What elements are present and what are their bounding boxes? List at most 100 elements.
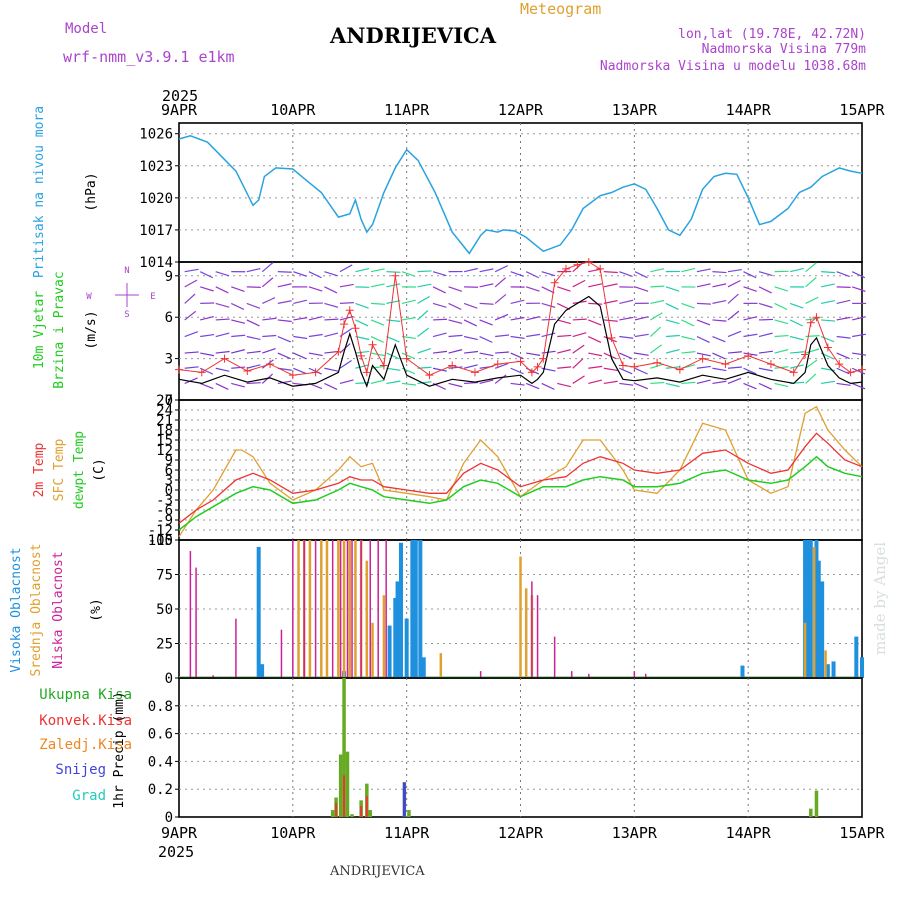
gust-marker bbox=[806, 318, 815, 327]
wind-barb bbox=[665, 334, 680, 338]
wind-barb bbox=[541, 302, 556, 308]
wind-barb bbox=[262, 317, 277, 321]
wind-barb bbox=[494, 374, 507, 384]
cloud-bar bbox=[393, 597, 398, 678]
wind-barb bbox=[231, 319, 245, 324]
gust-marker bbox=[425, 371, 434, 380]
y-tick-label: -12 bbox=[148, 523, 173, 539]
compass-letter: N bbox=[124, 266, 129, 276]
y-tick-label: 0 bbox=[165, 483, 173, 499]
gust-marker bbox=[539, 354, 548, 363]
panel-frame bbox=[178, 122, 863, 263]
gust-marker bbox=[630, 362, 639, 371]
legend-freezing-rain: Zaledj.Kisa bbox=[39, 737, 132, 753]
wind-barb bbox=[759, 318, 774, 321]
wind-barb bbox=[836, 316, 851, 321]
cloud-bar bbox=[308, 540, 312, 678]
wind-barb bbox=[774, 382, 789, 388]
cloud-bar bbox=[337, 540, 340, 678]
wind-barb bbox=[386, 352, 400, 360]
cloud-bar bbox=[189, 551, 192, 678]
precip-bar bbox=[350, 814, 354, 817]
wind-barb bbox=[696, 352, 711, 357]
wind-barb bbox=[339, 264, 353, 273]
gust-marker bbox=[766, 360, 775, 369]
wind-barb bbox=[588, 379, 603, 385]
wind-barb bbox=[789, 267, 804, 273]
y-tick-label: 25 bbox=[156, 637, 173, 653]
wind-barb bbox=[634, 352, 649, 356]
wind-barb bbox=[386, 300, 401, 304]
cloud-bar bbox=[812, 546, 816, 678]
gust-marker bbox=[197, 368, 206, 377]
wind-barb bbox=[852, 316, 866, 321]
cloud-bar bbox=[854, 636, 859, 678]
wind-barb bbox=[324, 382, 338, 390]
wind-barb bbox=[712, 283, 727, 288]
cloud-bar bbox=[816, 560, 821, 678]
wind-barb bbox=[665, 302, 679, 311]
wind-barb bbox=[727, 310, 740, 321]
y-tick-label: 0.6 bbox=[148, 727, 173, 743]
panel-frame bbox=[178, 677, 863, 818]
cloud-bar bbox=[331, 540, 334, 678]
gust-marker bbox=[243, 367, 252, 376]
wind-barb bbox=[293, 352, 307, 360]
cloud-bar bbox=[365, 560, 369, 678]
wind-barb bbox=[789, 335, 804, 341]
wind-barb bbox=[557, 382, 571, 388]
wind-barb bbox=[603, 319, 618, 322]
wind-barb bbox=[246, 382, 261, 385]
wind-barb bbox=[851, 286, 866, 292]
wind-barb bbox=[293, 335, 308, 340]
wind-barb bbox=[681, 319, 695, 327]
y-tick-label: 9 bbox=[165, 269, 173, 285]
wind-barb bbox=[557, 366, 572, 369]
wind-barb bbox=[215, 302, 230, 308]
date-label-top: 14APR bbox=[726, 101, 772, 119]
cloud-bar bbox=[808, 540, 813, 678]
elevation-label: Nadmorska Visina 779m bbox=[702, 42, 867, 57]
wind-barb bbox=[308, 286, 323, 292]
wind-barb bbox=[199, 367, 214, 375]
temp2m-title: 2m Temp bbox=[32, 442, 47, 497]
wind-barb bbox=[370, 283, 385, 288]
wind-barb bbox=[789, 319, 803, 327]
gust-marker bbox=[266, 360, 275, 369]
wind-title-1: 10m Vjetar bbox=[32, 291, 47, 369]
date-label-bottom: 13APR bbox=[612, 824, 658, 842]
wind-barb bbox=[649, 326, 662, 337]
wind-barb bbox=[184, 293, 196, 304]
precip-unit: 1hr Precip (mm) bbox=[112, 691, 127, 808]
gust-marker bbox=[675, 365, 684, 374]
wind-barb bbox=[619, 352, 633, 360]
wind-barb bbox=[215, 350, 230, 354]
cloud-bar bbox=[292, 540, 294, 678]
wind-barb bbox=[200, 333, 215, 338]
wind-barb bbox=[650, 344, 663, 354]
wind-barb bbox=[184, 351, 199, 354]
cloud-bar bbox=[825, 664, 830, 678]
gust-marker bbox=[527, 368, 536, 377]
wind-barb bbox=[510, 367, 524, 375]
wind-unit: (m/s) bbox=[84, 310, 99, 349]
cloud-bar bbox=[644, 673, 647, 678]
wind-barb bbox=[743, 271, 757, 279]
wind-barb bbox=[308, 271, 322, 279]
gust-marker bbox=[584, 258, 593, 266]
wind-barb bbox=[293, 367, 307, 375]
pressure-line bbox=[178, 135, 863, 255]
wind-barb bbox=[743, 382, 757, 390]
wind-barb bbox=[417, 310, 429, 321]
wind-barb bbox=[246, 350, 261, 354]
cloud-bar bbox=[297, 540, 300, 678]
wind-barb bbox=[712, 271, 727, 274]
wind-barb bbox=[758, 271, 773, 277]
wind-barb bbox=[696, 283, 711, 288]
wind-barb bbox=[355, 267, 370, 273]
cloud-bar bbox=[387, 625, 392, 678]
wind-barb bbox=[448, 319, 463, 325]
precip-bar bbox=[407, 810, 411, 817]
y-tick-label: 24 bbox=[156, 403, 173, 419]
cloud-bar bbox=[360, 540, 362, 678]
